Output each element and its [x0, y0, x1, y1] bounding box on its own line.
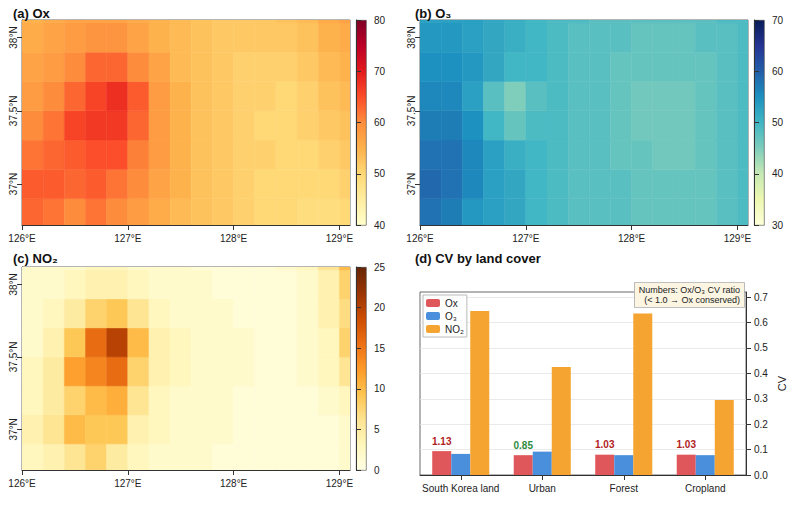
- svg-text:0: 0: [374, 465, 380, 476]
- svg-text:0.85: 0.85: [513, 440, 533, 451]
- svg-text:Ox: Ox: [445, 298, 458, 309]
- svg-text:1.03: 1.03: [676, 439, 696, 450]
- svg-text:126°E: 126°E: [406, 233, 434, 244]
- svg-text:38°N: 38°N: [8, 273, 19, 295]
- svg-text:(a) Ox: (a) Ox: [13, 6, 51, 21]
- svg-text:40: 40: [772, 168, 784, 179]
- svg-text:(b) O₃: (b) O₃: [415, 6, 451, 21]
- svg-text:South Korea land: South Korea land: [422, 483, 499, 494]
- svg-text:15: 15: [374, 343, 386, 354]
- svg-text:(d) CV by land cover: (d) CV by land cover: [415, 251, 541, 266]
- svg-text:O₃: O₃: [445, 311, 457, 322]
- svg-text:126°E: 126°E: [8, 233, 36, 244]
- svg-text:50: 50: [374, 168, 386, 179]
- svg-text:0.4: 0.4: [754, 368, 768, 379]
- svg-text:37.5°N: 37.5°N: [8, 95, 19, 126]
- svg-text:37°N: 37°N: [8, 418, 19, 440]
- svg-text:37°N: 37°N: [8, 173, 19, 195]
- svg-text:37.5°N: 37.5°N: [8, 342, 19, 373]
- svg-text:1.03: 1.03: [595, 439, 615, 450]
- svg-text:128°E: 128°E: [220, 478, 248, 489]
- svg-text:60: 60: [772, 66, 784, 77]
- svg-text:5: 5: [374, 424, 380, 435]
- svg-text:38°N: 38°N: [8, 26, 19, 48]
- svg-text:129°E: 129°E: [724, 233, 752, 244]
- svg-text:127°E: 127°E: [114, 478, 142, 489]
- svg-text:50: 50: [772, 117, 784, 128]
- svg-text:0.0: 0.0: [754, 470, 768, 481]
- svg-text:37°N: 37°N: [406, 173, 417, 195]
- svg-text:127°E: 127°E: [114, 233, 142, 244]
- svg-text:Urban: Urban: [529, 483, 556, 494]
- svg-text:(< 1.0 → Ox conserved): (< 1.0 → Ox conserved): [644, 295, 740, 305]
- svg-text:38°N: 38°N: [406, 26, 417, 48]
- svg-text:60: 60: [374, 117, 386, 128]
- svg-text:128°E: 128°E: [618, 233, 646, 244]
- svg-text:80: 80: [374, 15, 386, 26]
- svg-text:0.2: 0.2: [754, 419, 768, 430]
- svg-text:Cropland: Cropland: [685, 483, 726, 494]
- svg-text:40: 40: [374, 220, 386, 231]
- svg-text:129°E: 129°E: [326, 478, 354, 489]
- svg-text:0.5: 0.5: [754, 342, 768, 353]
- svg-text:Forest: Forest: [610, 483, 639, 494]
- svg-text:CV: CV: [776, 375, 788, 391]
- svg-text:30: 30: [772, 220, 784, 231]
- svg-text:0.7: 0.7: [754, 292, 768, 303]
- svg-text:Numbers: Ox/O₃ CV ratio: Numbers: Ox/O₃ CV ratio: [639, 285, 740, 295]
- svg-text:10: 10: [374, 383, 386, 394]
- svg-text:129°E: 129°E: [326, 233, 354, 244]
- svg-text:0.6: 0.6: [754, 317, 768, 328]
- svg-text:20: 20: [374, 302, 386, 313]
- svg-text:25: 25: [374, 262, 386, 273]
- svg-text:0.3: 0.3: [754, 393, 768, 404]
- svg-text:127°E: 127°E: [512, 233, 540, 244]
- svg-text:126°E: 126°E: [8, 478, 36, 489]
- svg-text:70: 70: [772, 15, 784, 26]
- svg-text:0.1: 0.1: [754, 444, 768, 455]
- svg-text:NO₂: NO₂: [445, 324, 464, 335]
- svg-text:1.13: 1.13: [432, 436, 452, 447]
- svg-text:37.5°N: 37.5°N: [406, 95, 417, 126]
- svg-text:70: 70: [374, 66, 386, 77]
- svg-text:(c) NO₂: (c) NO₂: [13, 251, 58, 266]
- svg-text:128°E: 128°E: [220, 233, 248, 244]
